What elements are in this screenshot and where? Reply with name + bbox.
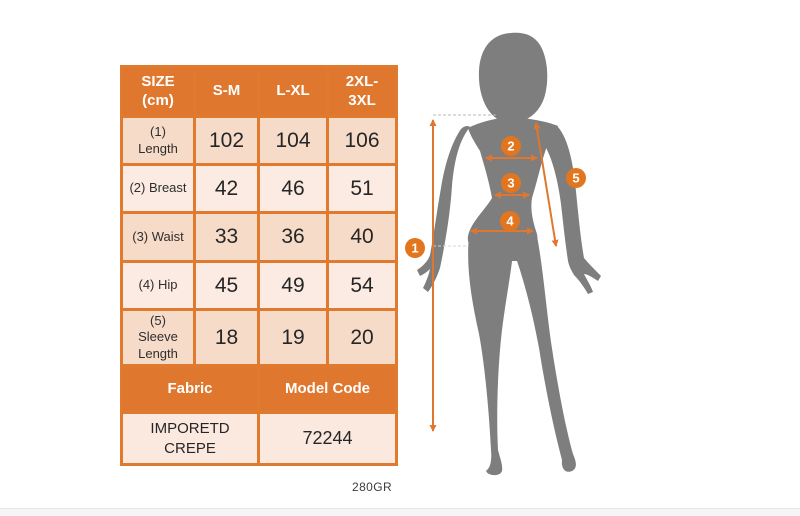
column-header-sm: S-M <box>193 65 260 118</box>
fabric-header: Fabric <box>120 364 260 414</box>
table-footer-header-row: Fabric Model Code <box>120 364 398 414</box>
row-label-breast: (2) Breast <box>120 163 196 214</box>
table-row-hip: (4) Hip 45 49 54 <box>120 260 398 311</box>
marker-1: 1 <box>405 238 425 258</box>
row-label-sleeve: (5) Sleeve Length <box>120 308 196 367</box>
column-header-2xl3xl: 2XL- 3XL <box>326 65 398 118</box>
table-header-row: SIZE (cm) S-M L-XL 2XL- 3XL <box>120 65 398 118</box>
breast-lxl: 46 <box>257 163 329 214</box>
size-table: SIZE (cm) S-M L-XL 2XL- 3XL (1) Length 1… <box>120 65 398 466</box>
breast-2xl3xl: 51 <box>326 163 398 214</box>
marker-2: 2 <box>501 136 521 156</box>
length-sm: 102 <box>193 115 260 166</box>
table-row-breast: (2) Breast 42 46 51 <box>120 163 398 214</box>
hip-sm: 45 <box>193 260 260 311</box>
model-code-header: Model Code <box>257 364 398 414</box>
hip-lxl: 49 <box>257 260 329 311</box>
table-row-sleeve: (5) Sleeve Length 18 19 20 <box>120 308 398 367</box>
silhouette-left-arm <box>417 125 470 293</box>
measurement-diagram: 1 2 3 4 5 <box>405 32 601 476</box>
marker-3-circle <box>501 173 521 193</box>
sleeve-lxl: 19 <box>257 308 329 367</box>
table-row-length: (1) Length 102 104 106 <box>120 115 398 166</box>
silhouette-right-leg <box>514 236 576 472</box>
row-label-hip: (4) Hip <box>120 260 196 311</box>
female-silhouette <box>417 32 601 476</box>
sleeve-sm: 18 <box>193 308 260 367</box>
length-2xl3xl: 106 <box>326 115 398 166</box>
sleeve-2xl3xl: 20 <box>326 308 398 367</box>
waist-sm: 33 <box>193 211 260 263</box>
marker-1-circle <box>405 238 425 258</box>
breast-sm: 42 <box>193 163 260 214</box>
length-lxl: 104 <box>257 115 329 166</box>
size-unit-header: SIZE (cm) <box>120 65 196 118</box>
marker-1-number: 1 <box>411 241 418 256</box>
silhouette-head <box>478 32 548 123</box>
fabric-weight-note: 280GR <box>352 480 393 494</box>
row-label-waist: (3) Waist <box>120 211 196 263</box>
model-code-value: 72244 <box>257 411 398 466</box>
table-footer-value-row: IMPORETD CREPE 72244 <box>120 411 398 466</box>
marker-3-number: 3 <box>507 176 514 191</box>
waist-2xl3xl: 40 <box>326 211 398 263</box>
marker-5-number: 5 <box>572 171 579 186</box>
marker-5-circle <box>566 168 586 188</box>
fabric-value: IMPORETD CREPE <box>120 411 260 466</box>
marker-2-circle <box>501 136 521 156</box>
marker-5: 5 <box>566 168 586 188</box>
row-label-length: (1) Length <box>120 115 196 166</box>
marker-4: 4 <box>500 211 520 231</box>
table-row-waist: (3) Waist 33 36 40 <box>120 211 398 263</box>
silhouette-left-leg <box>468 236 513 476</box>
marker-2-number: 2 <box>507 139 514 154</box>
marker-4-number: 4 <box>506 214 514 229</box>
bottom-divider <box>0 508 800 516</box>
hip-2xl3xl: 54 <box>326 260 398 311</box>
waist-lxl: 36 <box>257 211 329 263</box>
silhouette-right-arm <box>545 125 601 294</box>
column-header-lxl: L-XL <box>257 65 329 118</box>
sleeve-measure-arrow <box>533 122 559 247</box>
marker-3: 3 <box>501 173 521 193</box>
marker-4-circle <box>500 211 520 231</box>
